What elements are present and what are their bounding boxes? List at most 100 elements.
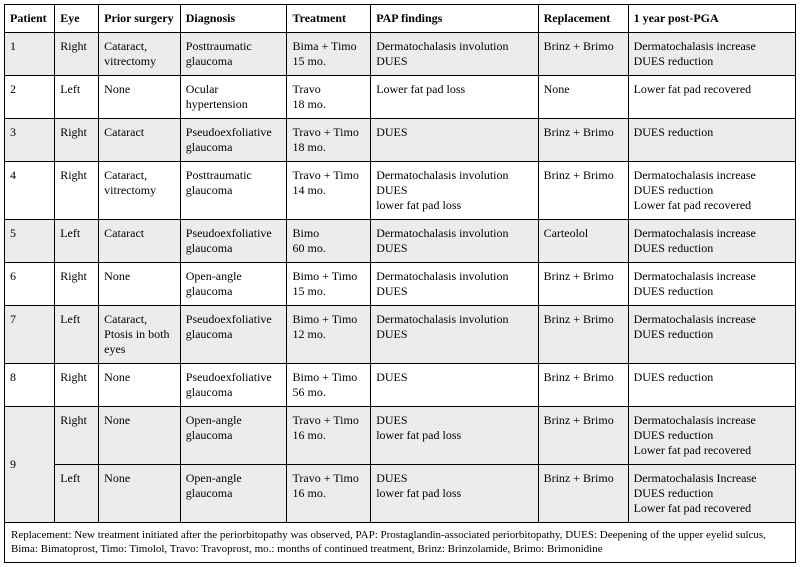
cell: Brinz + Brimo <box>538 364 628 407</box>
cell: Brinz + Brimo <box>538 162 628 220</box>
cell: Dermatochalasis increaseDUES reductionLo… <box>628 162 795 220</box>
cell: Dermatochalasis increaseDUES reduction <box>628 263 795 306</box>
table-row: 2LeftNoneOcular hypertensionTravo18 mo.L… <box>5 76 796 119</box>
cell: Travo + Timo16 mo. <box>287 407 371 465</box>
cell: Open-angle glaucoma <box>180 263 287 306</box>
cell: Bimo + Timo56 mo. <box>287 364 371 407</box>
cell: Right <box>55 407 99 465</box>
cell: Pseudoexfoliative glaucoma <box>180 364 287 407</box>
cell: Dermatochalasis involutionDUES <box>371 33 538 76</box>
cell: Travo18 mo. <box>287 76 371 119</box>
cell: Lower fat pad recovered <box>628 76 795 119</box>
clinical-table: Patient Eye Prior surgery Diagnosis Trea… <box>4 4 796 563</box>
cell: DUES reduction <box>628 364 795 407</box>
cell: Bimo + Timo15 mo. <box>287 263 371 306</box>
cell: Travo + Timo14 mo. <box>287 162 371 220</box>
cell: Bimo + Timo12 mo. <box>287 306 371 364</box>
cell-patient: 2 <box>5 76 55 119</box>
cell: Travo + Timo16 mo. <box>287 465 371 523</box>
cell-patient: 7 <box>5 306 55 364</box>
cell: Cataract <box>99 220 181 263</box>
cell: Lower fat pad loss <box>371 76 538 119</box>
col-header: Eye <box>55 5 99 33</box>
cell: Brinz + Brimo <box>538 407 628 465</box>
cell: Brinz + Brimo <box>538 263 628 306</box>
table-row: 7LeftCataract, Ptosis in both eyesPseudo… <box>5 306 796 364</box>
cell: Left <box>55 76 99 119</box>
cell: Pseudoexfoliative glaucoma <box>180 306 287 364</box>
cell: DUES <box>371 119 538 162</box>
cell-patient: 6 <box>5 263 55 306</box>
cell: Dermatochalasis increaseDUES reduction <box>628 33 795 76</box>
cell: None <box>99 407 181 465</box>
cell: Cataract, Ptosis in both eyes <box>99 306 181 364</box>
cell: Brinz + Brimo <box>538 465 628 523</box>
table-row: 3RightCataractPseudoexfoliative glaucoma… <box>5 119 796 162</box>
cell: Dermatochalasis IncreaseDUES reductionLo… <box>628 465 795 523</box>
cell: None <box>99 364 181 407</box>
cell: DUES <box>371 364 538 407</box>
cell: Dermatochalasis increaseDUES reductionLo… <box>628 407 795 465</box>
table-row: 1RightCataract, vitrectomyPosttraumatic … <box>5 33 796 76</box>
cell: Right <box>55 263 99 306</box>
cell: Dermatochalasis involutionDUES <box>371 306 538 364</box>
cell: Right <box>55 162 99 220</box>
cell: None <box>99 76 181 119</box>
table-row: 4RightCataract, vitrectomyPosttraumatic … <box>5 162 796 220</box>
table-row: 5LeftCataractPseudoexfoliative glaucomaB… <box>5 220 796 263</box>
cell: Left <box>55 220 99 263</box>
cell: Open-angle glaucoma <box>180 465 287 523</box>
cell: Brinz + Brimo <box>538 306 628 364</box>
cell: Left <box>55 306 99 364</box>
cell-patient: 1 <box>5 33 55 76</box>
cell: Dermatochalasis involutionDUES <box>371 263 538 306</box>
col-header: Diagnosis <box>180 5 287 33</box>
table-row: 8RightNonePseudoexfoliative glaucomaBimo… <box>5 364 796 407</box>
cell: Ocular hypertension <box>180 76 287 119</box>
cell-patient: 5 <box>5 220 55 263</box>
cell: Dermatochalasis increaseDUES reduction <box>628 306 795 364</box>
cell: Posttraumatic glaucoma <box>180 162 287 220</box>
col-header: Replacement <box>538 5 628 33</box>
cell: Dermatochalasis involutionDUESlower fat … <box>371 162 538 220</box>
cell-patient: 4 <box>5 162 55 220</box>
cell: Open-angle glaucoma <box>180 407 287 465</box>
cell: DUES reduction <box>628 119 795 162</box>
cell: Dermatochalasis increaseDUES reduction <box>628 220 795 263</box>
cell: Carteolol <box>538 220 628 263</box>
cell: Bima + Timo15 mo. <box>287 33 371 76</box>
cell: Brinz + Brimo <box>538 33 628 76</box>
table-row: 6RightNoneOpen-angle glaucomaBimo + Timo… <box>5 263 796 306</box>
cell: DUESlower fat pad loss <box>371 465 538 523</box>
cell: None <box>99 465 181 523</box>
cell: Bimo60 mo. <box>287 220 371 263</box>
cell: Right <box>55 33 99 76</box>
cell-patient: 8 <box>5 364 55 407</box>
cell: Left <box>55 465 99 523</box>
cell: Pseudoexfoliative glaucoma <box>180 119 287 162</box>
cell: Right <box>55 119 99 162</box>
cell: DUESlower fat pad loss <box>371 407 538 465</box>
cell: Cataract, vitrectomy <box>99 162 181 220</box>
table-row: LeftNoneOpen-angle glaucomaTravo + Timo1… <box>5 465 796 523</box>
col-header: 1 year post-PGA <box>628 5 795 33</box>
cell: Brinz + Brimo <box>538 119 628 162</box>
cell: Right <box>55 364 99 407</box>
cell: Cataract, vitrectomy <box>99 33 181 76</box>
cell-patient: 3 <box>5 119 55 162</box>
col-header: PAP findings <box>371 5 538 33</box>
col-header: Patient <box>5 5 55 33</box>
cell: Dermatochalasis involutionDUES <box>371 220 538 263</box>
cell: Pseudoexfoliative glaucoma <box>180 220 287 263</box>
col-header: Prior surgery <box>99 5 181 33</box>
cell: Posttraumatic glaucoma <box>180 33 287 76</box>
cell: Cataract <box>99 119 181 162</box>
col-header: Treatment <box>287 5 371 33</box>
table-header-row: Patient Eye Prior surgery Diagnosis Trea… <box>5 5 796 33</box>
table-footnote: Replacement: New treatment initiated aft… <box>5 523 796 563</box>
cell-patient: 9 <box>5 407 55 523</box>
cell: None <box>99 263 181 306</box>
cell: None <box>538 76 628 119</box>
cell: Travo + Timo18 mo. <box>287 119 371 162</box>
table-row: 9RightNoneOpen-angle glaucomaTravo + Tim… <box>5 407 796 465</box>
